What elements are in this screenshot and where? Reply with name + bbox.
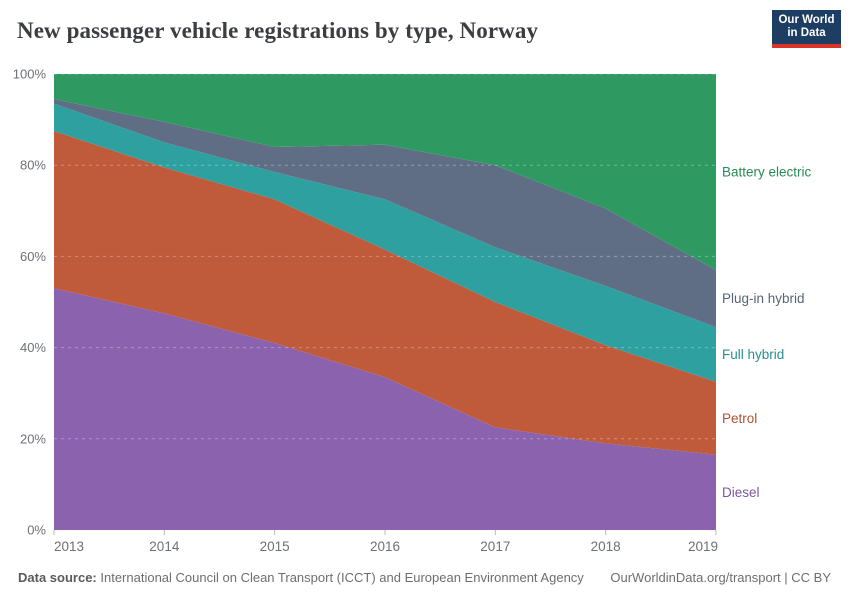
- legend-label-battery-electric[interactable]: Battery electric: [722, 165, 812, 180]
- x-axis-label-2019: 2019: [688, 539, 718, 554]
- area-diesel[interactable]: [54, 288, 716, 530]
- area-full-hybrid[interactable]: [54, 103, 716, 382]
- area-battery-electric[interactable]: [54, 74, 716, 271]
- area-plug-in-hybrid[interactable]: [54, 99, 716, 328]
- legend-label-diesel[interactable]: Diesel: [722, 485, 760, 500]
- credit-link[interactable]: OurWorldinData.org/transport | CC BY: [610, 570, 831, 585]
- chart-title: New passenger vehicle registrations by t…: [17, 18, 539, 43]
- x-axis-label-2013: 2013: [54, 539, 84, 554]
- data-source-label: Data source:: [18, 570, 97, 585]
- y-axis-label-100: 100%: [13, 67, 47, 82]
- area-petrol[interactable]: [54, 131, 716, 455]
- y-axis-label-0: 0%: [27, 523, 46, 538]
- y-axis-label-60: 60%: [20, 249, 46, 264]
- y-axis-label-40: 40%: [20, 340, 46, 355]
- data-source-note: Data source: International Council on Cl…: [18, 570, 584, 585]
- y-axis-label-20: 20%: [20, 431, 46, 446]
- legend-label-plug-in-hybrid[interactable]: Plug-in hybrid: [722, 291, 805, 306]
- x-axis-label-2015: 2015: [260, 539, 290, 554]
- owid-logo-line2: in Data: [787, 27, 826, 39]
- x-axis-label-2018: 2018: [591, 539, 621, 554]
- legend-label-petrol[interactable]: Petrol: [722, 411, 757, 426]
- data-source-text: International Council on Clean Transport…: [96, 570, 584, 585]
- y-axis-label-80: 80%: [20, 158, 46, 173]
- owid-logo-line1: Our World: [778, 14, 835, 26]
- x-axis-label-2017: 2017: [480, 539, 510, 554]
- x-axis-label-2014: 2014: [149, 539, 180, 554]
- owid-logo[interactable]: Our World in Data: [772, 10, 841, 48]
- chart-footer: Data source: International Council on Cl…: [0, 567, 850, 591]
- legend-label-full-hybrid[interactable]: Full hybrid: [722, 347, 784, 362]
- x-axis-label-2016: 2016: [370, 539, 400, 554]
